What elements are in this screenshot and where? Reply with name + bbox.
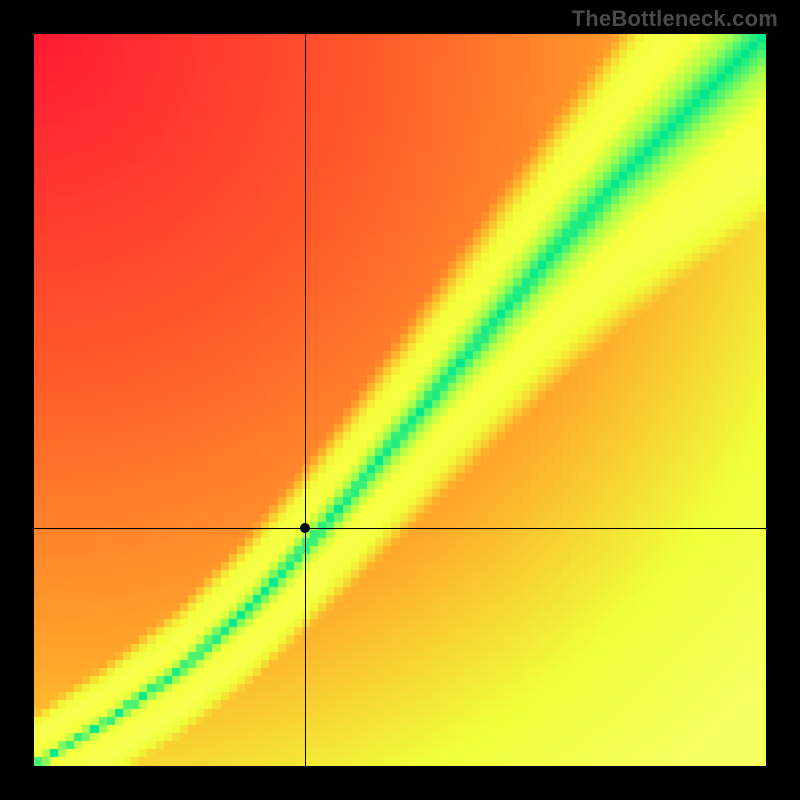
crosshair-horizontal bbox=[34, 528, 766, 529]
chart-frame: TheBottleneck.com bbox=[0, 0, 800, 800]
data-point-marker bbox=[300, 523, 310, 533]
watermark-text: TheBottleneck.com bbox=[572, 6, 778, 32]
plot-area bbox=[34, 34, 766, 766]
heatmap-canvas bbox=[34, 34, 766, 766]
crosshair-vertical bbox=[305, 34, 306, 766]
